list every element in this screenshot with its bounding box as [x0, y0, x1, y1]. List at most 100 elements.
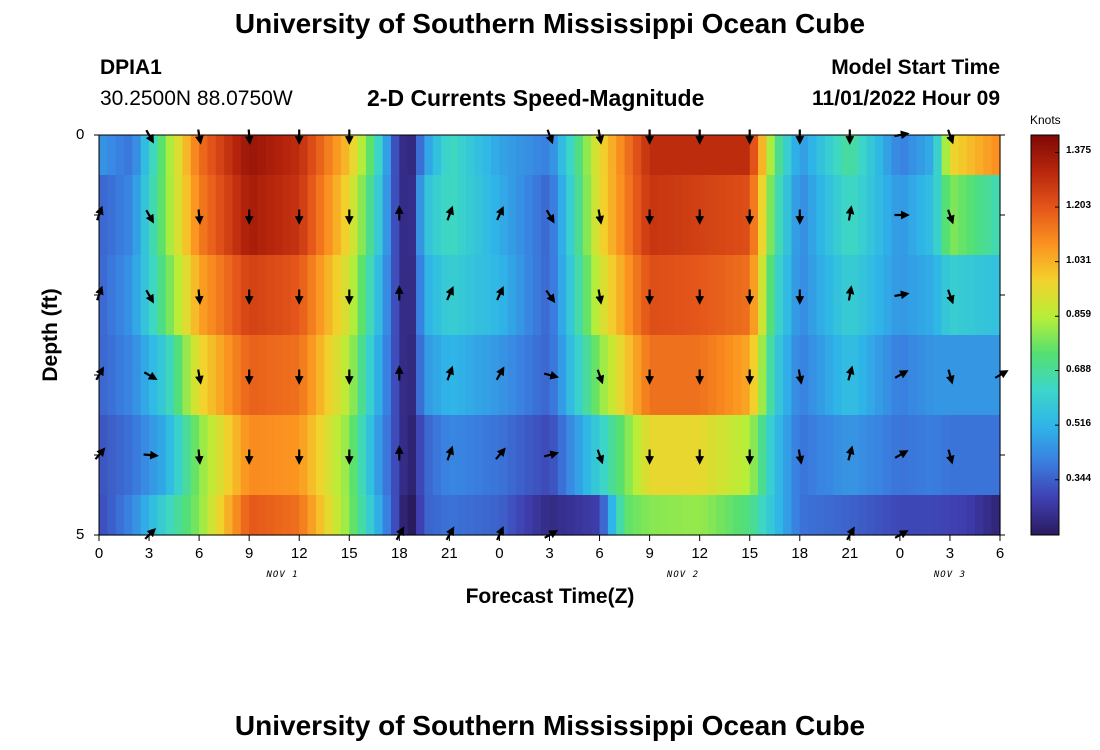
heatmap-cell — [274, 495, 284, 536]
heatmap-cell — [491, 135, 501, 176]
heatmap-cell — [357, 495, 367, 536]
model-start-value: 11/01/2022 Hour 09 — [812, 87, 1000, 110]
heatmap-cell — [716, 175, 726, 256]
heatmap-cell — [657, 135, 667, 176]
heatmap-cell — [240, 495, 250, 536]
heatmap-cell — [282, 415, 292, 496]
heatmap-cell — [858, 495, 868, 536]
heatmap-cell — [474, 175, 484, 256]
heatmap-cell — [774, 495, 784, 536]
heatmap-cell — [574, 495, 584, 536]
heatmap-cell — [591, 415, 601, 496]
heatmap-cell — [724, 495, 734, 536]
heatmap-cell — [808, 135, 818, 176]
heatmap-cell — [824, 335, 834, 416]
heatmap-cell — [541, 255, 551, 336]
heatmap-cell — [357, 335, 367, 416]
heatmap-cell — [724, 135, 734, 176]
heatmap-cell — [324, 495, 334, 536]
heatmap-cell — [783, 175, 793, 256]
heatmap-cell — [916, 415, 926, 496]
current-arrow — [495, 286, 504, 301]
heatmap-cell — [607, 135, 617, 176]
heatmap-cell — [599, 335, 609, 416]
heatmap-cell — [374, 335, 384, 416]
heatmap-cell — [215, 175, 225, 256]
heatmap-cell — [758, 415, 767, 496]
current-arrow — [543, 371, 560, 380]
heatmap-cell — [324, 335, 334, 416]
heatmap-cell — [582, 415, 592, 496]
x-tick-label: 0 — [94, 545, 104, 562]
heatmap-cell — [449, 335, 459, 416]
heatmap-cell — [299, 255, 309, 336]
heatmap-cell — [307, 495, 317, 536]
heatmap-cell — [933, 495, 943, 536]
heatmap-cell — [916, 335, 926, 416]
x-tick-label: 15 — [340, 545, 358, 562]
heatmap-cell — [357, 135, 367, 176]
heatmap-cell — [724, 415, 734, 496]
current-arrow — [495, 206, 504, 221]
heatmap-cell — [324, 415, 334, 496]
heatmap-cell — [257, 495, 267, 536]
heatmap-cell — [516, 135, 526, 176]
heatmap-cell — [966, 175, 976, 256]
current-arrow — [595, 369, 605, 385]
heatmap-cell — [833, 415, 843, 496]
heatmap-cell — [249, 495, 259, 536]
heatmap-cell — [207, 135, 217, 176]
heatmap-cell — [983, 255, 993, 336]
heatmap-cell — [532, 135, 542, 176]
heatmap-cell — [190, 495, 200, 536]
heatmap-cell — [858, 415, 868, 496]
heatmap-cell — [682, 415, 692, 496]
heatmap-cell — [349, 255, 359, 336]
heatmap-cell — [849, 135, 859, 176]
heatmap-cell — [224, 175, 234, 256]
heatmap-cell — [224, 335, 234, 416]
heatmap-cell — [474, 255, 484, 336]
heatmap-cell — [199, 415, 209, 496]
heatmap-cell — [441, 495, 450, 536]
heatmap-cell — [582, 135, 592, 176]
heatmap-cell — [557, 175, 567, 256]
heatmap-cell — [224, 495, 234, 536]
heatmap-cell — [599, 415, 609, 496]
current-arrow — [795, 449, 805, 465]
heatmap-cell — [991, 135, 1001, 176]
heatmap-cell — [157, 175, 167, 256]
heatmap-cell — [874, 175, 884, 256]
heatmap-cell — [449, 415, 459, 496]
heatmap-cell — [833, 135, 843, 176]
heatmap-cell — [874, 415, 884, 496]
current-arrow — [143, 450, 159, 460]
heatmap-cell — [866, 175, 876, 256]
heatmap-cell — [516, 495, 526, 536]
y-tick-label: 0 — [76, 126, 85, 143]
heatmap-cell — [557, 335, 567, 416]
heatmap-cell — [949, 135, 959, 176]
heatmap-cell — [416, 335, 425, 416]
x-tick-label: 18 — [791, 545, 809, 562]
heatmap-cell — [290, 135, 300, 176]
heatmap-cell — [908, 135, 918, 176]
current-arrow — [143, 371, 158, 381]
heatmap-cell — [115, 255, 125, 336]
heatmap-cell — [691, 335, 701, 416]
heatmap-cell — [541, 175, 551, 256]
heatmap-cell — [416, 175, 425, 256]
heatmap-cell — [466, 495, 476, 536]
heatmap-cell — [783, 255, 793, 336]
heatmap-cell — [124, 495, 133, 536]
heatmap-cell — [499, 495, 509, 536]
heatmap-cell — [874, 135, 884, 176]
heatmap-cell — [541, 135, 551, 176]
heatmap-cell — [566, 175, 576, 256]
heatmap-cell — [833, 175, 843, 256]
heatmap-cell — [190, 175, 200, 256]
heatmap-cell — [616, 415, 626, 496]
heatmap-cell — [299, 135, 309, 176]
heatmap-cell — [958, 415, 968, 496]
heatmap-cell — [733, 135, 742, 176]
